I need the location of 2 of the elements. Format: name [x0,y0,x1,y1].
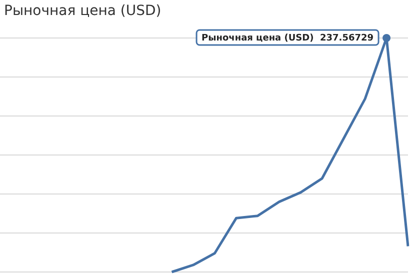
chart-title: Рыночная цена (USD) [4,3,162,19]
annotation: Рыночная цена (USD) 237.56729 [202,33,374,44]
